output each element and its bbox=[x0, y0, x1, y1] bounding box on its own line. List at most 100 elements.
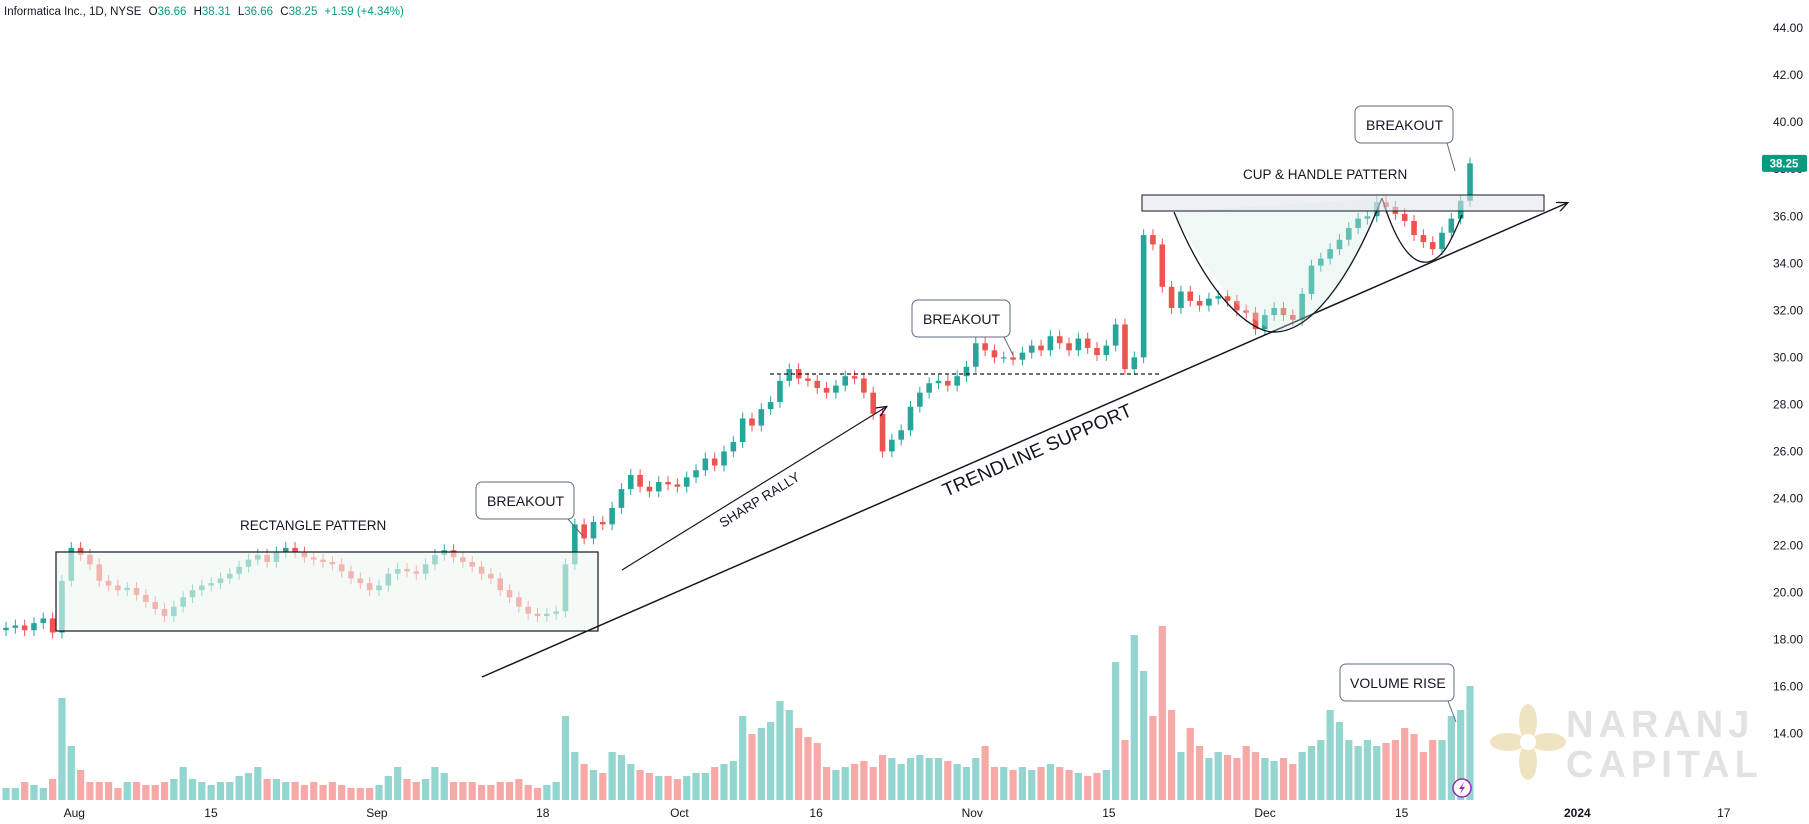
candle-body[interactable] bbox=[926, 383, 932, 393]
candle-body[interactable] bbox=[1262, 315, 1268, 330]
candle-body[interactable] bbox=[40, 618, 47, 624]
candle-body[interactable] bbox=[1467, 163, 1473, 201]
candle-body[interactable] bbox=[767, 402, 774, 410]
candle-body[interactable] bbox=[730, 442, 737, 452]
candle-body[interactable] bbox=[1224, 296, 1231, 301]
candle-body[interactable] bbox=[21, 625, 28, 631]
candle-body[interactable] bbox=[711, 458, 718, 466]
candle-body[interactable] bbox=[1206, 298, 1212, 306]
volume-rise-callout[interactable]: VOLUME RISE bbox=[1339, 663, 1457, 723]
candle-body[interactable] bbox=[1103, 345, 1110, 356]
trendline-support-line[interactable] bbox=[481, 203, 1567, 678]
breakout-callout-2[interactable]: BREAKOUT bbox=[911, 299, 1014, 356]
candle-body[interactable] bbox=[1084, 338, 1091, 348]
candle-body[interactable] bbox=[1355, 218, 1361, 229]
candle-body[interactable] bbox=[861, 378, 867, 393]
candle-body[interactable] bbox=[1122, 324, 1128, 370]
candle-body[interactable] bbox=[805, 378, 811, 381]
breakout-callout-1[interactable]: BREAKOUT bbox=[475, 481, 584, 537]
candle-body[interactable] bbox=[721, 451, 727, 466]
candle-body[interactable] bbox=[693, 470, 699, 478]
candle-body[interactable] bbox=[1159, 244, 1166, 287]
candle-body[interactable] bbox=[292, 547, 298, 553]
candle-body[interactable] bbox=[1345, 228, 1352, 240]
candle-body[interactable] bbox=[590, 522, 597, 539]
candle-body[interactable] bbox=[1420, 235, 1427, 243]
candle-body[interactable] bbox=[889, 439, 895, 452]
candle-body[interactable] bbox=[1150, 235, 1156, 245]
candle-body[interactable] bbox=[1038, 345, 1044, 351]
candle-body[interactable] bbox=[3, 627, 9, 631]
candle-body[interactable] bbox=[917, 392, 923, 407]
candle-body[interactable] bbox=[1234, 300, 1240, 311]
candle-body[interactable] bbox=[749, 418, 755, 426]
handle-curve[interactable] bbox=[1381, 197, 1463, 263]
candle-body[interactable] bbox=[646, 486, 653, 492]
candle-body[interactable] bbox=[618, 489, 625, 508]
candle-body[interactable] bbox=[1187, 291, 1194, 301]
candle-body[interactable] bbox=[1271, 307, 1277, 316]
candle-body[interactable] bbox=[1290, 315, 1296, 320]
candle-body[interactable] bbox=[77, 547, 84, 555]
time-axis[interactable]: Aug 15 Sep 18 Oct 16 Nov 15 Dec 15 2024 17 bbox=[64, 806, 1731, 820]
candle-body[interactable] bbox=[1028, 345, 1035, 353]
candle-body[interactable] bbox=[1308, 265, 1315, 294]
candle-body[interactable] bbox=[1429, 242, 1436, 250]
candle-body[interactable] bbox=[1439, 232, 1445, 250]
candle-body[interactable] bbox=[12, 625, 19, 628]
candle-body[interactable] bbox=[1243, 310, 1250, 313]
candle-body[interactable] bbox=[739, 418, 746, 443]
candle-body[interactable] bbox=[683, 477, 690, 487]
candle-body[interactable] bbox=[879, 413, 886, 452]
candle-body[interactable] bbox=[1094, 347, 1100, 356]
candle-body[interactable] bbox=[637, 474, 643, 487]
candle-body[interactable] bbox=[599, 522, 606, 525]
candle-body[interactable] bbox=[49, 618, 56, 633]
candle-body[interactable] bbox=[954, 376, 960, 386]
candle-body[interactable] bbox=[851, 376, 858, 379]
candle-body[interactable] bbox=[935, 380, 942, 384]
candle-body[interactable] bbox=[945, 380, 951, 386]
candle-body[interactable] bbox=[758, 409, 765, 426]
candle-body[interactable] bbox=[1327, 249, 1333, 259]
candle-body[interactable] bbox=[627, 474, 634, 490]
candle-body[interactable] bbox=[907, 406, 914, 431]
candle-body[interactable] bbox=[786, 369, 793, 381]
candle-body[interactable] bbox=[1364, 216, 1371, 219]
candle-body[interactable] bbox=[1318, 258, 1324, 266]
cup-curve[interactable] bbox=[1173, 197, 1383, 333]
sharp-rally-arrow[interactable] bbox=[621, 407, 886, 571]
candle-body[interactable] bbox=[1140, 235, 1147, 358]
candle-body[interactable] bbox=[1010, 357, 1016, 360]
candle-body[interactable] bbox=[1066, 343, 1072, 351]
candle-body[interactable] bbox=[609, 507, 615, 525]
candle-body[interactable] bbox=[674, 484, 681, 487]
candle-body[interactable] bbox=[665, 482, 671, 485]
candle-body[interactable] bbox=[842, 376, 849, 386]
breakout-callout-3[interactable]: BREAKOUT bbox=[1354, 105, 1456, 172]
rectangle-pattern-box[interactable] bbox=[55, 551, 599, 632]
candle-body[interactable] bbox=[823, 387, 830, 393]
candle-body[interactable] bbox=[1056, 336, 1063, 344]
candle-body[interactable] bbox=[1075, 338, 1082, 351]
candle-body[interactable] bbox=[1336, 239, 1343, 250]
candle-body[interactable] bbox=[1401, 213, 1408, 221]
candle-body[interactable] bbox=[702, 458, 709, 471]
candle-body[interactable] bbox=[814, 380, 821, 388]
candle-body[interactable] bbox=[898, 430, 904, 440]
candle-body[interactable] bbox=[1252, 312, 1259, 330]
candle-body[interactable] bbox=[1411, 220, 1417, 236]
candle-body[interactable] bbox=[982, 343, 988, 351]
price-axis[interactable]: 14.00 16.00 18.00 20.00 22.00 24.00 26.00 28.00… bbox=[1773, 21, 1803, 741]
candle-body[interactable] bbox=[1215, 296, 1222, 299]
candle-body[interactable] bbox=[1019, 352, 1026, 360]
candle-body[interactable] bbox=[581, 524, 587, 539]
candle-body[interactable] bbox=[655, 482, 662, 492]
candle-body[interactable] bbox=[1112, 324, 1119, 346]
lightning-icon[interactable] bbox=[1452, 778, 1472, 798]
candle-body[interactable] bbox=[1280, 307, 1287, 316]
candle-body[interactable] bbox=[572, 524, 578, 565]
candle-body[interactable] bbox=[870, 392, 877, 414]
candle-body[interactable] bbox=[1000, 357, 1007, 359]
